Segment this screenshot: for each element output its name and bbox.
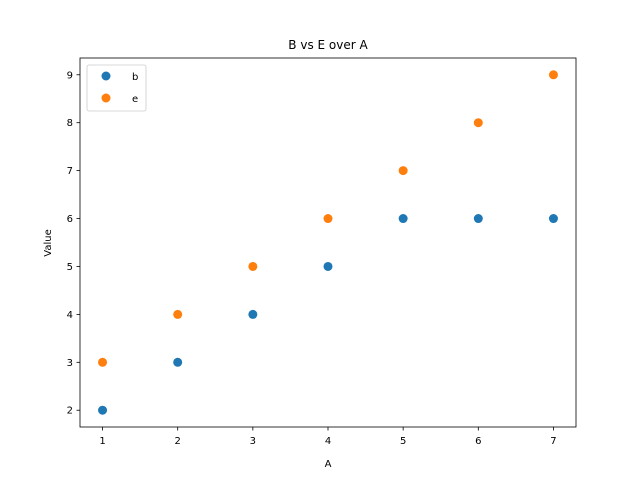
legend: b e bbox=[86, 64, 147, 112]
point-b bbox=[248, 309, 258, 319]
x-tick-label: 3 bbox=[250, 436, 256, 447]
chart-title: B vs E over A bbox=[288, 38, 368, 52]
point-e bbox=[173, 309, 183, 319]
plot-frame bbox=[79, 57, 577, 428]
x-tick-label: 6 bbox=[475, 436, 481, 447]
legend-marker-b bbox=[101, 71, 111, 81]
point-b bbox=[548, 214, 558, 224]
point-e bbox=[398, 166, 408, 176]
y-tick-label: 4 bbox=[67, 310, 73, 321]
legend-label-e: e bbox=[132, 94, 138, 105]
y-tick-label: 6 bbox=[67, 214, 73, 225]
y-tick-label: 9 bbox=[67, 70, 73, 81]
x-tick-label: 4 bbox=[325, 436, 331, 447]
point-b bbox=[323, 261, 333, 271]
point-b bbox=[398, 214, 408, 224]
x-tick-label: 7 bbox=[550, 436, 556, 447]
y-tick-label: 7 bbox=[67, 166, 73, 177]
data-points bbox=[98, 70, 558, 415]
y-axis-label: Value bbox=[43, 229, 54, 256]
point-b bbox=[98, 405, 108, 415]
y-axis-ticks: 2 3 4 5 6 7 8 9 bbox=[67, 70, 80, 417]
x-tick-label: 2 bbox=[175, 436, 181, 447]
point-e bbox=[248, 261, 258, 271]
point-e bbox=[548, 70, 558, 80]
point-e bbox=[323, 214, 333, 224]
point-b bbox=[473, 214, 483, 224]
x-axis-label: A bbox=[325, 459, 332, 470]
point-e bbox=[473, 118, 483, 128]
legend-marker-e bbox=[101, 93, 111, 103]
x-axis-ticks: 1 2 3 4 5 6 7 bbox=[99, 427, 557, 447]
y-tick-label: 5 bbox=[67, 262, 73, 273]
legend-label-b: b bbox=[132, 72, 138, 83]
y-tick-label: 2 bbox=[67, 406, 73, 417]
point-e bbox=[98, 357, 108, 367]
y-tick-label: 3 bbox=[67, 358, 73, 369]
x-tick-label: 1 bbox=[99, 436, 105, 447]
x-tick-label: 5 bbox=[400, 436, 406, 447]
y-tick-label: 8 bbox=[67, 118, 73, 129]
point-b bbox=[173, 357, 183, 367]
